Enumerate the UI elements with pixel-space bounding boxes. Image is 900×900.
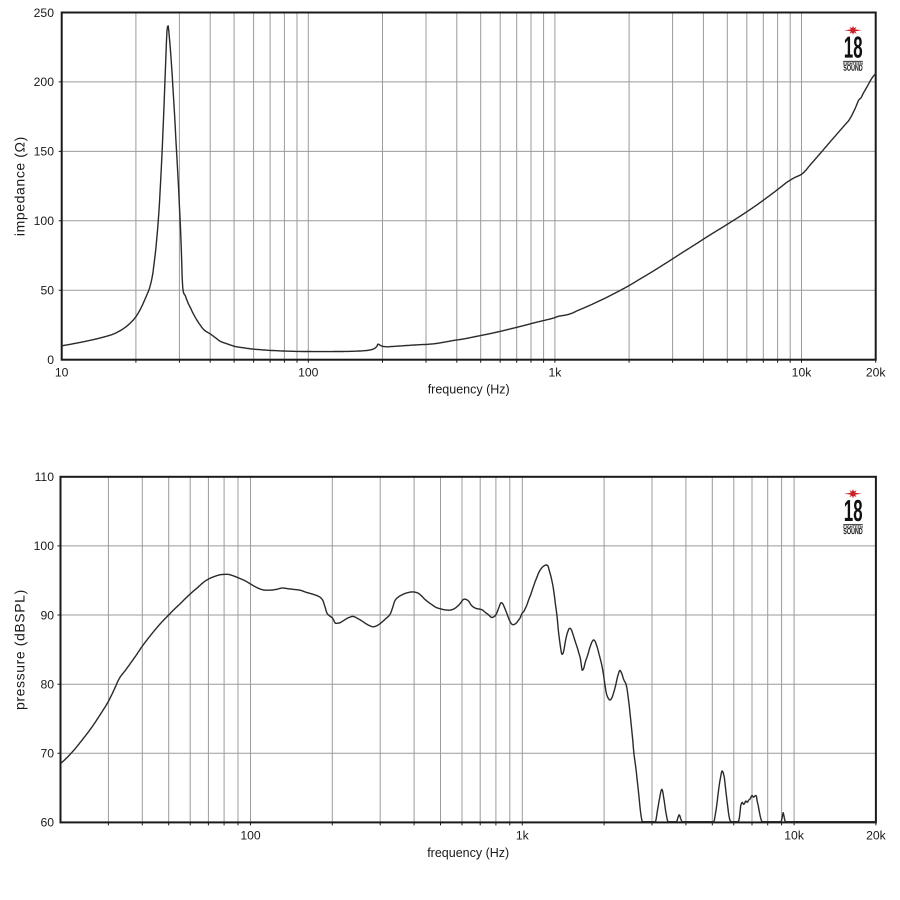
- svg-text:impedance (Ω): impedance (Ω): [12, 136, 28, 236]
- svg-text:50: 50: [40, 284, 54, 298]
- svg-text:10k: 10k: [792, 366, 813, 380]
- svg-text:200: 200: [34, 75, 55, 89]
- svg-text:110: 110: [35, 470, 55, 484]
- svg-text:60: 60: [40, 816, 54, 830]
- svg-text:100: 100: [34, 214, 55, 228]
- svg-text:frequency (Hz): frequency (Hz): [428, 383, 510, 397]
- svg-text:90: 90: [40, 608, 54, 622]
- svg-text:70: 70: [40, 747, 54, 761]
- svg-text:10: 10: [55, 366, 69, 380]
- svg-text:0: 0: [47, 353, 54, 367]
- svg-text:100: 100: [240, 828, 261, 842]
- svg-text:1k: 1k: [548, 366, 562, 380]
- svg-text:150: 150: [34, 145, 55, 159]
- svg-text:pressure (dBSPL): pressure (dBSPL): [12, 589, 28, 710]
- svg-text:100: 100: [298, 366, 319, 380]
- svg-text:20k: 20k: [866, 828, 887, 842]
- svg-text:frequency (Hz): frequency (Hz): [427, 846, 509, 860]
- svg-text:1k: 1k: [516, 828, 530, 842]
- svg-text:80: 80: [40, 678, 54, 692]
- svg-text:10k: 10k: [784, 828, 805, 842]
- svg-text:100: 100: [34, 539, 55, 553]
- svg-text:20k: 20k: [866, 366, 887, 380]
- svg-text:250: 250: [34, 6, 55, 20]
